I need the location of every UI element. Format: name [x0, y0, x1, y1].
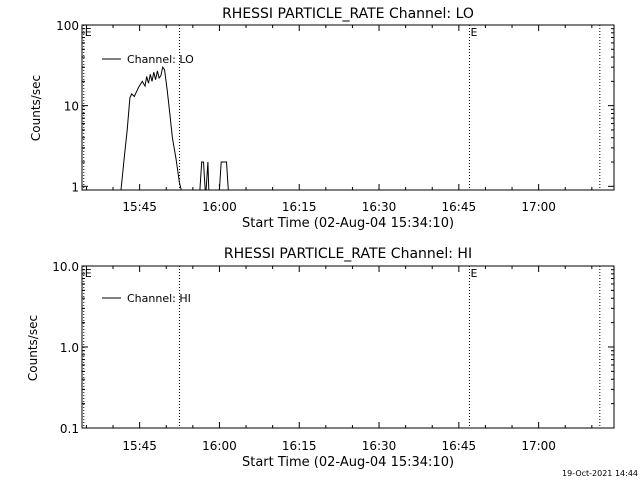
- lo-y-tick-label: 100: [56, 19, 79, 33]
- hi-x-tick-label: 16:30: [362, 439, 397, 453]
- hi-y-tick-label: 10.0: [52, 260, 79, 274]
- lo-x-tick-label: 16:00: [202, 200, 237, 214]
- hi-channel-panel: RHESSI PARTICLE_RATE Channel: HI Start T…: [26, 246, 615, 470]
- hi-marker-label: E: [85, 267, 92, 280]
- lo-legend: Channel: LO: [102, 53, 194, 66]
- lo-x-axis-label: Start Time (02-Aug-04 15:34:10): [242, 216, 454, 231]
- footer-timestamp: 19-Oct-2021 14:44: [562, 469, 638, 478]
- hi-x-tick-label: 16:45: [442, 439, 477, 453]
- lo-channel-panel: RHESSI PARTICLE_RATE Channel: LO Start T…: [29, 6, 615, 231]
- lo-marker-label: E: [470, 26, 477, 39]
- lo-x-tick-label: 15:45: [122, 200, 157, 214]
- hi-x-tick-label: 15:45: [122, 439, 157, 453]
- hi-x-axis-label: Start Time (02-Aug-04 15:34:10): [242, 455, 454, 470]
- lo-y-axis-label: Counts/sec: [29, 75, 43, 141]
- hi-y-axis-label: Counts/sec: [26, 315, 40, 381]
- hi-x-tick-label: 16:00: [202, 439, 237, 453]
- lo-x-tick-label: 16:30: [362, 200, 397, 214]
- lo-series-line: [205, 161, 210, 191]
- lo-series-line: [199, 161, 206, 191]
- lo-marker-label: E: [85, 26, 92, 39]
- lo-y-tick-label: 10: [64, 100, 79, 114]
- hi-y-tick-label: 0.1: [60, 422, 79, 436]
- hi-legend: Channel: HI: [102, 292, 191, 305]
- hi-x-tick-label: 17:00: [521, 439, 556, 453]
- lo-y-tick-label: 1: [71, 180, 79, 194]
- lo-chart-title: RHESSI PARTICLE_RATE Channel: LO: [222, 6, 474, 22]
- lo-legend-label: Channel: LO: [127, 53, 194, 66]
- lo-x-tick-label: 16:45: [442, 200, 477, 214]
- lo-plot-frame: [81, 24, 615, 191]
- lo-x-tick-label: 16:15: [282, 200, 317, 214]
- hi-legend-label: Channel: HI: [127, 292, 191, 305]
- hi-x-tick-label: 16:15: [282, 439, 317, 453]
- hi-marker-label: E: [470, 267, 477, 280]
- lo-series-line: [120, 66, 182, 191]
- hi-y-tick-label: 1.0: [60, 341, 79, 355]
- hi-chart-title: RHESSI PARTICLE_RATE Channel: HI: [224, 246, 472, 262]
- lo-x-tick-label: 17:00: [521, 200, 556, 214]
- lo-series-line: [218, 161, 229, 191]
